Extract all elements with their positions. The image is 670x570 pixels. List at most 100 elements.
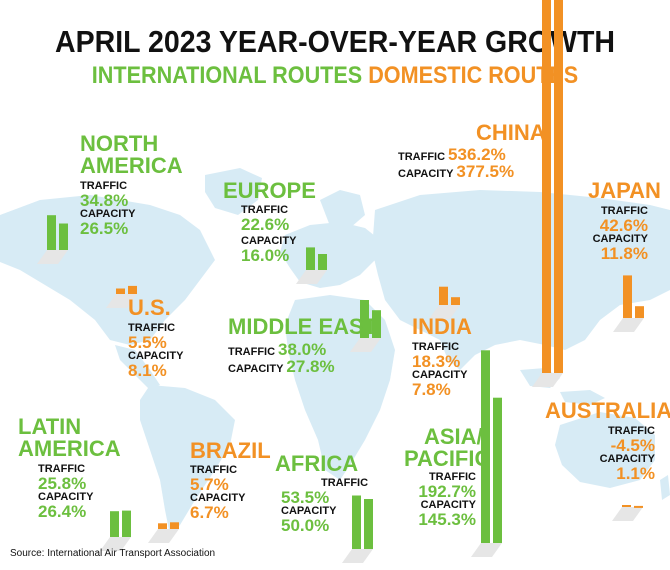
capacity-value: 27.8% — [286, 357, 335, 376]
capacity-label: CAPACITY — [420, 499, 476, 511]
bar-traffic-india — [439, 286, 448, 305]
bar-shadow-china — [532, 373, 563, 387]
bar-shadow-north_america — [37, 250, 68, 264]
region-name: NORTH — [80, 131, 159, 156]
bar-traffic-japan — [623, 275, 632, 318]
bar-capacity-north_america — [59, 223, 68, 250]
region-name: EUROPE — [223, 178, 316, 203]
traffic-value: 25.8% — [38, 474, 87, 493]
bar-capacity-china — [554, 0, 563, 373]
region-europe: EUROPE TRAFFIC 22.6% CAPACITY 16.0% — [223, 178, 316, 265]
traffic-label: TRAFFIC — [412, 341, 460, 353]
region-name: AMERICA — [80, 153, 183, 178]
traffic-label: TRAFFIC — [190, 464, 238, 476]
capacity-label: CAPACITY — [398, 168, 454, 180]
bar-traffic-north_america — [47, 215, 56, 250]
bar-capacity-us — [128, 285, 137, 294]
capacity-label: CAPACITY — [599, 453, 655, 465]
region-middle-east: MIDDLE EAST TRAFFIC 38.0% CAPACITY 27.8% — [228, 314, 378, 376]
region-name: PACIFIC — [404, 446, 491, 471]
traffic-label: TRAFFIC — [428, 471, 476, 483]
bar-capacity-brazil — [170, 522, 179, 529]
capacity-label: CAPACITY — [128, 350, 184, 362]
bar-traffic-brazil — [158, 523, 167, 529]
bar-shadow-latin_america — [100, 537, 131, 551]
bar-capacity-latin_america — [122, 510, 131, 537]
region-name: ASIA/ — [424, 424, 483, 449]
region-name: INDIA — [412, 314, 472, 339]
traffic-value: 53.5% — [281, 488, 330, 507]
traffic-value: -4.5% — [610, 436, 655, 455]
region-name: AFRICA — [275, 451, 359, 476]
traffic-label: TRAFFIC — [607, 425, 655, 437]
region-name: BRAZIL — [190, 438, 271, 463]
bar-traffic-africa — [352, 495, 361, 549]
capacity-value: 11.8% — [600, 244, 648, 263]
capacity-label: CAPACITY — [412, 369, 468, 381]
bar-capacity-asia_pacific — [493, 397, 502, 543]
source-note: Source: International Air Transport Asso… — [10, 548, 216, 559]
region-name: CHINA — [476, 120, 546, 145]
traffic-value: 18.3% — [412, 352, 461, 371]
traffic-value: 192.7% — [418, 482, 476, 501]
region-latin-america: LATIN AMERICA TRAFFIC 25.8% CAPACITY 26.… — [18, 414, 121, 521]
capacity-label: CAPACITY — [228, 363, 284, 375]
region-india: INDIA TRAFFIC 18.3% CAPACITY 7.8% — [412, 314, 472, 399]
region-name: AUSTRALIA — [545, 398, 670, 423]
traffic-value: 5.7% — [190, 475, 229, 494]
bar-shadow-europe — [296, 270, 327, 284]
capacity-value: 26.4% — [38, 502, 87, 521]
capacity-label: CAPACITY — [80, 208, 136, 220]
bar-shadow-us — [106, 294, 137, 308]
capacity-value: 1.1% — [616, 464, 655, 483]
capacity-label: CAPACITY — [281, 505, 337, 517]
capacity-value: 7.8% — [412, 380, 451, 399]
bar-shadow-australia — [612, 507, 643, 521]
region-name: MIDDLE EAST — [228, 314, 378, 339]
capacity-value: 377.5% — [456, 162, 515, 181]
bar-traffic-australia — [622, 505, 631, 507]
region-china: CHINA TRAFFIC 536.2% CAPACITY 377.5% — [398, 120, 546, 181]
bar-traffic-asia_pacific — [481, 350, 490, 543]
bar-capacity-japan — [635, 306, 644, 318]
bar-shadow-asia_pacific — [471, 543, 502, 557]
region-africa: AFRICA TRAFFIC 53.5% CAPACITY 50.0% — [275, 451, 368, 535]
region-australia: AUSTRALIA TRAFFIC -4.5% CAPACITY 1.1% — [545, 398, 670, 483]
region-north-america: NORTH AMERICA TRAFFIC 34.8% CAPACITY 26.… — [80, 131, 183, 238]
capacity-value: 6.7% — [190, 503, 229, 522]
bar-capacity-australia — [634, 505, 643, 508]
bar-shadow-japan — [613, 318, 644, 332]
capacity-value: 16.0% — [241, 246, 290, 265]
region-japan: JAPAN TRAFFIC 42.6% CAPACITY 11.8% — [588, 178, 661, 263]
traffic-label: TRAFFIC — [80, 180, 128, 192]
traffic-label: TRAFFIC — [398, 151, 446, 163]
traffic-value: 5.5% — [128, 333, 167, 352]
traffic-label: TRAFFIC — [241, 204, 289, 216]
bar-shadow-africa — [342, 549, 373, 563]
capacity-value: 50.0% — [281, 516, 330, 535]
bar-capacity-india — [451, 297, 460, 305]
bar-traffic-us — [116, 288, 125, 294]
capacity-label: CAPACITY — [592, 233, 648, 245]
traffic-value: 536.2% — [448, 145, 506, 164]
region-us: U.S. TRAFFIC 5.5% CAPACITY 8.1% — [128, 297, 184, 380]
bar-shadow-brazil — [148, 529, 179, 543]
bar-capacity-europe — [318, 254, 327, 270]
traffic-label: TRAFFIC — [38, 463, 86, 475]
bar-traffic-middle_east — [360, 300, 369, 338]
traffic-value: 42.6% — [599, 216, 648, 235]
capacity-value: 26.5% — [80, 219, 129, 238]
region-asia-pacific: ASIA/ PACIFIC TRAFFIC 192.7% CAPACITY 14… — [404, 424, 491, 529]
traffic-label: TRAFFIC — [228, 346, 276, 358]
region-name: AMERICA — [18, 436, 121, 461]
capacity-value: 8.1% — [128, 361, 167, 380]
traffic-value: 34.8% — [80, 191, 129, 210]
capacity-value: 145.3% — [418, 510, 476, 529]
region-name: LATIN — [18, 414, 82, 439]
capacity-label: CAPACITY — [190, 492, 246, 504]
bar-traffic-latin_america — [110, 511, 119, 537]
bar-traffic-china — [542, 0, 551, 373]
region-name: JAPAN — [588, 178, 661, 203]
traffic-value: 22.6% — [241, 215, 290, 234]
